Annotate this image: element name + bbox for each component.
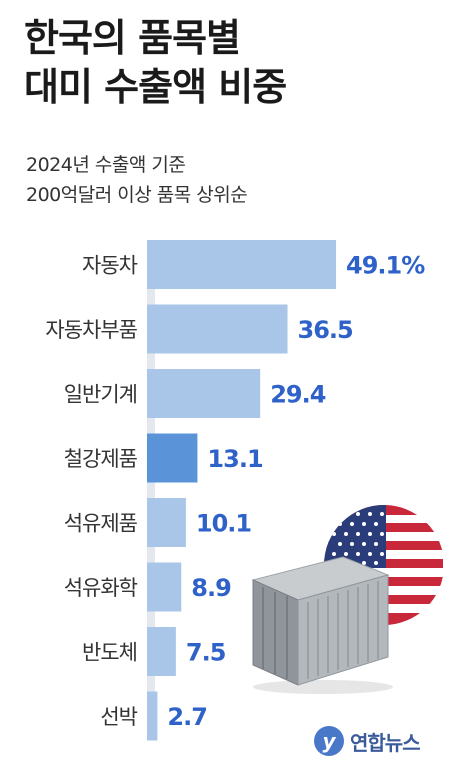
shipping-container-icon [251,556,393,694]
logo-text: 연합뉴스 [350,730,421,755]
title-line-2: 대미 수출액 비중 [24,65,287,109]
value-label-7: 2.7 [167,703,207,731]
title-line-1: 한국의 품목별 [24,16,241,60]
value-label-4: 10.1 [196,510,252,538]
yonhap-logo: y 연합뉴스 [314,726,421,756]
value-label-1: 36.5 [298,316,354,344]
value-label-6: 7.5 [186,639,226,667]
value-label-5: 8.9 [191,574,231,602]
logo-mark-icon: y [314,726,344,756]
category-label-3: 철강제품 [64,447,138,471]
bar-1 [147,304,288,354]
bar-3 [147,433,198,483]
category-label-7: 선박 [100,705,137,729]
value-label-0: 49.1% [346,252,425,280]
chart-subtitle: 2024년 수출액 기준 200억달러 이상 품목 상위순 [26,150,248,210]
value-label-2: 29.4 [270,381,326,409]
subtitle-line-1: 2024년 수출액 기준 [26,154,186,176]
category-label-0: 자동차 [82,254,138,278]
bar-4 [147,498,186,547]
category-label-6: 반도체 [82,641,137,665]
subtitle-line-2: 200억달러 이상 품목 상위순 [26,184,248,206]
category-label-1: 자동차부품 [45,318,137,342]
bar-0 [147,240,337,289]
category-label-2: 일반기계 [64,383,137,407]
axis-strip [147,240,155,741]
bar-5 [147,562,182,612]
bar-6 [147,627,176,676]
bar-2 [147,369,261,418]
bar-7 [147,691,158,741]
category-label-4: 석유제품 [64,512,138,536]
illustration [251,505,443,694]
chart-title: 한국의 품목별 대미 수출액 비중 [24,14,287,112]
value-label-3: 13.1 [207,445,263,473]
category-label-5: 석유화학 [64,576,138,600]
